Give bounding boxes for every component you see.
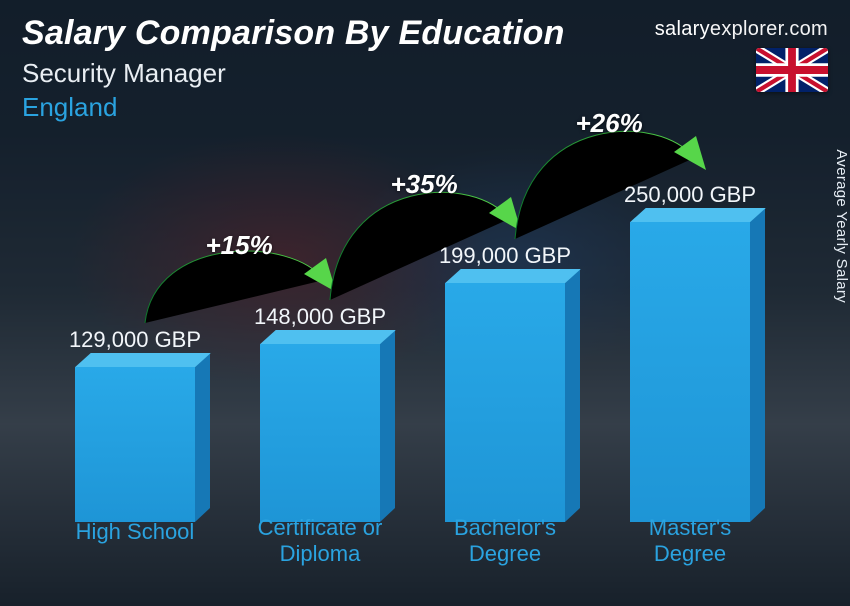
bar — [445, 283, 565, 522]
bar-column — [60, 367, 210, 522]
y-axis-label: Average Yearly Salary — [834, 149, 850, 303]
bar-top-face — [445, 269, 581, 283]
brand-thin: explorer.com — [710, 18, 828, 40]
bar-top-face — [260, 330, 396, 344]
job-title: Security Manager — [22, 58, 226, 89]
bar-value-label: 148,000 GBP — [230, 304, 410, 330]
category-label: Master'sDegree — [600, 515, 780, 566]
bar-value-label: 129,000 GBP — [45, 327, 225, 353]
bar-front-face — [75, 367, 195, 522]
uk-flag-icon — [756, 48, 828, 92]
bar — [75, 367, 195, 522]
bar-front-face — [630, 222, 750, 522]
bar-side-face — [380, 330, 395, 522]
bar-top-face — [630, 208, 766, 222]
category-label: Bachelor'sDegree — [415, 515, 595, 566]
bar-column — [430, 283, 580, 522]
bar — [630, 222, 750, 522]
bar-side-face — [195, 353, 210, 522]
bar — [260, 344, 380, 522]
category-label: High School — [45, 519, 225, 544]
bar-side-face — [750, 208, 765, 522]
delta-label: +15% — [206, 230, 273, 261]
region-label: England — [22, 92, 117, 123]
bar-column — [615, 222, 765, 522]
bar-column — [245, 344, 395, 522]
bar-side-face — [565, 269, 580, 522]
delta-label: +35% — [391, 169, 458, 200]
delta-label: +26% — [576, 108, 643, 139]
infographic-canvas: Salary Comparison By Education Security … — [0, 0, 850, 606]
bar-value-label: 250,000 GBP — [600, 182, 780, 208]
bar-chart: 129,000 GBP High School 148,000 GBP Certifi… — [40, 150, 780, 566]
brand-label: salaryexplorer.com — [655, 18, 828, 41]
category-label: Certificate orDiploma — [230, 515, 410, 566]
page-title: Salary Comparison By Education — [22, 14, 565, 53]
bar-front-face — [445, 283, 565, 522]
bar-top-face — [75, 353, 211, 367]
brand-bold: salary — [655, 18, 710, 40]
bar-value-label: 199,000 GBP — [415, 243, 595, 269]
bar-front-face — [260, 344, 380, 522]
